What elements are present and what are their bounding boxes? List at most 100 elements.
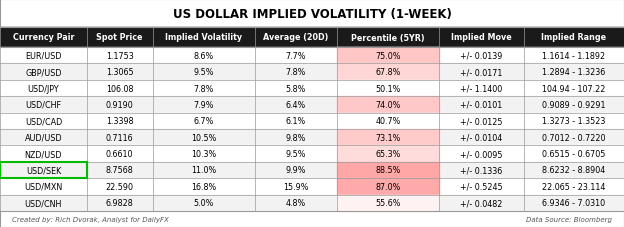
Text: NZD/USD: NZD/USD [24,149,62,158]
Text: GBP/USD: GBP/USD [25,68,62,77]
Text: +/- 0.0125: +/- 0.0125 [461,117,503,126]
Bar [0,129,624,146]
Text: 10.3%: 10.3% [191,149,217,158]
Text: 55.6%: 55.6% [376,198,401,207]
Bar [337,162,439,178]
Text: USD/SEK: USD/SEK [26,166,61,175]
Text: Implied Range: Implied Range [541,33,607,42]
Text: 22.065 - 23.114: 22.065 - 23.114 [542,182,605,191]
Bar [0,162,624,178]
Text: 0.6515 - 0.6705: 0.6515 - 0.6705 [542,149,605,158]
Bar [0,178,624,195]
Text: 0.9190: 0.9190 [106,101,134,109]
Text: 9.5%: 9.5% [193,68,214,77]
Bar [0,48,624,64]
Bar [337,64,439,80]
Text: 0.9089 - 0.9291: 0.9089 - 0.9291 [542,101,605,109]
Bar [337,97,439,113]
Bar [0,80,624,97]
Text: 8.7568: 8.7568 [106,166,134,175]
Text: 5.0%: 5.0% [193,198,214,207]
Text: 6.9828: 6.9828 [106,198,134,207]
Text: 1.3398: 1.3398 [106,117,134,126]
Text: Spot Price: Spot Price [97,33,143,42]
Text: 7.8%: 7.8% [286,68,306,77]
Text: 8.6232 - 8.8904: 8.6232 - 8.8904 [542,166,605,175]
Bar [0,28,624,48]
Text: +/- 0.0482: +/- 0.0482 [461,198,503,207]
Text: Created by: Rich Dvorak, Analyst for DailyFX: Created by: Rich Dvorak, Analyst for Dai… [12,216,169,222]
Text: 7.7%: 7.7% [286,52,306,60]
Text: 6.1%: 6.1% [286,117,306,126]
Bar [0,0,624,28]
Text: USD/MXN: USD/MXN [24,182,62,191]
Text: +/- 0.0101: +/- 0.0101 [461,101,502,109]
Text: Implied Volatility: Implied Volatility [165,33,242,42]
Text: 7.9%: 7.9% [193,101,214,109]
Text: Currency Pair: Currency Pair [12,33,74,42]
Text: +/- 0.0139: +/- 0.0139 [461,52,503,60]
Text: 87.0%: 87.0% [376,182,401,191]
Text: US DOLLAR IMPLIED VOLATILITY (1-WEEK): US DOLLAR IMPLIED VOLATILITY (1-WEEK) [173,7,451,20]
Text: Average (20D): Average (20D) [263,33,329,42]
Text: Implied Move: Implied Move [451,33,512,42]
Text: +/- 0.0171: +/- 0.0171 [461,68,503,77]
Text: 5.8%: 5.8% [286,84,306,93]
Bar [337,80,439,97]
Text: AUD/USD: AUD/USD [24,133,62,142]
Bar [0,113,624,129]
Text: 50.1%: 50.1% [376,84,401,93]
Bar [337,195,439,211]
Text: 10.5%: 10.5% [191,133,217,142]
Text: 22.590: 22.590 [105,182,134,191]
Bar [337,146,439,162]
Text: 65.3%: 65.3% [376,149,401,158]
Bar [0,211,624,227]
Bar [337,129,439,146]
Text: 6.9346 - 7.0310: 6.9346 - 7.0310 [542,198,605,207]
Text: 16.8%: 16.8% [191,182,217,191]
Text: EUR/USD: EUR/USD [25,52,62,60]
Text: 1.3065: 1.3065 [106,68,134,77]
Text: 1.1614 - 1.1892: 1.1614 - 1.1892 [542,52,605,60]
Text: 75.0%: 75.0% [376,52,401,60]
Text: 11.0%: 11.0% [191,166,217,175]
Text: USD/CHF: USD/CHF [26,101,61,109]
Text: Data Source: Bloomberg: Data Source: Bloomberg [525,216,612,222]
Text: 88.5%: 88.5% [376,166,401,175]
Text: Percentile (5YR): Percentile (5YR) [351,33,425,42]
Bar [337,113,439,129]
Text: USD/CAD: USD/CAD [25,117,62,126]
Text: +/- 0.0095: +/- 0.0095 [461,149,503,158]
Text: 6.4%: 6.4% [286,101,306,109]
Bar [0,64,624,80]
Text: 1.1753: 1.1753 [106,52,134,60]
Text: +/- 0.5245: +/- 0.5245 [460,182,503,191]
Text: 9.5%: 9.5% [286,149,306,158]
Text: 1.2894 - 1.3236: 1.2894 - 1.3236 [542,68,605,77]
Bar [337,178,439,195]
Text: 67.8%: 67.8% [376,68,401,77]
Text: 9.9%: 9.9% [286,166,306,175]
Text: 1.3273 - 1.3523: 1.3273 - 1.3523 [542,117,605,126]
Text: 15.9%: 15.9% [283,182,309,191]
Text: 7.8%: 7.8% [193,84,214,93]
Text: 74.0%: 74.0% [376,101,401,109]
Bar [0,195,624,211]
Text: +/- 0.1336: +/- 0.1336 [461,166,502,175]
Text: 8.6%: 8.6% [193,52,214,60]
Text: USD/JPY: USD/JPY [27,84,59,93]
Text: 6.7%: 6.7% [193,117,214,126]
Text: 4.8%: 4.8% [286,198,306,207]
Text: USD/CNH: USD/CNH [25,198,62,207]
Bar [337,48,439,64]
Text: 73.1%: 73.1% [376,133,401,142]
Text: 0.7012 - 0.7220: 0.7012 - 0.7220 [542,133,605,142]
Text: 0.7116: 0.7116 [106,133,134,142]
Text: +/- 1.1400: +/- 1.1400 [461,84,502,93]
Text: 106.08: 106.08 [106,84,134,93]
Text: 9.8%: 9.8% [286,133,306,142]
Text: 104.94 - 107.22: 104.94 - 107.22 [542,84,605,93]
Bar [0,97,624,113]
Bar [0,146,624,162]
